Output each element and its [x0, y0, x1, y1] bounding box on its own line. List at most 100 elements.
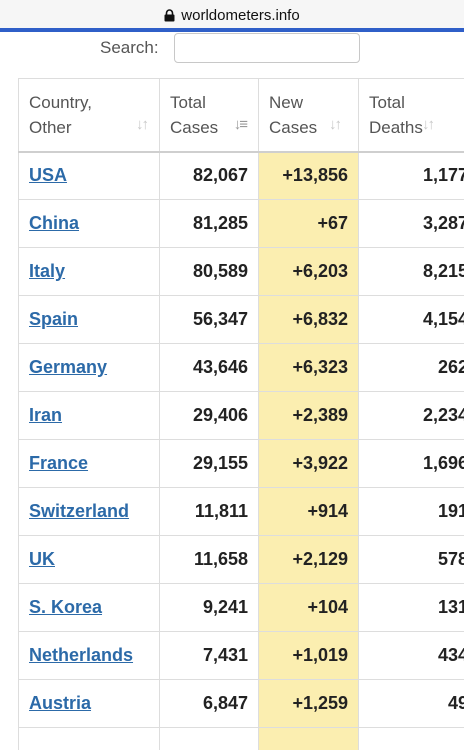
country-link[interactable]: Netherlands: [29, 645, 134, 665]
total-deaths-cell: 578: [358, 535, 464, 584]
lock-icon: [164, 8, 175, 22]
country-cell: UK: [18, 535, 160, 584]
table-row: Spain 56,347 +6,832 4,154: [18, 295, 464, 344]
sort-arrows-icon[interactable]: ↓↑: [422, 115, 435, 133]
header-total-deaths-line1: Total: [369, 92, 405, 112]
new-cases-cell: +914: [258, 487, 359, 536]
header-total-cases-line1: Total: [170, 92, 206, 112]
total-deaths-cell: 1,696: [358, 439, 464, 488]
new-cases-cell: [258, 727, 359, 750]
table-row: Iran 29,406 +2,389 2,234: [18, 391, 464, 440]
total-deaths-cell: 262: [358, 343, 464, 392]
country-cell: USA: [18, 151, 160, 200]
table-row: Austria 6,847 +1,259 49: [18, 679, 464, 728]
total-cases-cell: 81,285: [159, 199, 259, 248]
table-row: UK 11,658 +2,129 578: [18, 535, 464, 584]
total-cases-cell: 11,658: [159, 535, 259, 584]
table-row: [18, 727, 464, 750]
table-row: Netherlands 7,431 +1,019 434: [18, 631, 464, 680]
total-deaths-cell: 2,234: [358, 391, 464, 440]
country-cell: [18, 727, 160, 750]
total-deaths-cell: 49: [358, 679, 464, 728]
total-deaths-cell: [358, 727, 464, 750]
country-link[interactable]: UK: [29, 549, 55, 569]
header-new-cases[interactable]: New Cases ↓↑: [258, 78, 359, 153]
total-cases-cell: 7,431: [159, 631, 259, 680]
new-cases-cell: +6,203: [258, 247, 359, 296]
header-new-cases-line2: Cases: [269, 117, 318, 137]
new-cases-cell: +13,856: [258, 151, 359, 200]
new-cases-cell: +1,019: [258, 631, 359, 680]
browser-url-bar[interactable]: worldometers.info: [0, 0, 464, 30]
sort-descending-icon[interactable]: ↓≡: [233, 115, 248, 133]
country-link[interactable]: Iran: [29, 405, 63, 425]
country-cell: Iran: [18, 391, 160, 440]
total-deaths-cell: 8,215: [358, 247, 464, 296]
new-cases-cell: +2,389: [258, 391, 359, 440]
total-cases-cell: 11,811: [159, 487, 259, 536]
table-row: China 81,285 +67 3,287: [18, 199, 464, 248]
table-row: S. Korea 9,241 +104 131: [18, 583, 464, 632]
total-cases-cell: [159, 727, 259, 750]
header-total-cases[interactable]: Total Cases ↓≡: [159, 78, 259, 153]
header-total-deaths-line2: Deaths: [369, 117, 423, 137]
search-input[interactable]: [174, 33, 360, 63]
new-cases-cell: +1,259: [258, 679, 359, 728]
new-cases-cell: +6,323: [258, 343, 359, 392]
total-deaths-cell: 131: [358, 583, 464, 632]
country-cell: Netherlands: [18, 631, 160, 680]
total-cases-cell: 29,406: [159, 391, 259, 440]
country-link[interactable]: Spain: [29, 309, 79, 329]
new-cases-cell: +67: [258, 199, 359, 248]
country-cell: Spain: [18, 295, 160, 344]
total-deaths-cell: 191: [358, 487, 464, 536]
table-row: USA 82,067 +13,856 1,177: [18, 151, 464, 200]
page-accent-line: [0, 28, 464, 32]
country-link[interactable]: USA: [29, 165, 68, 186]
country-cell: China: [18, 199, 160, 248]
total-cases-cell: 43,646: [159, 343, 259, 392]
header-country-line1: Country,: [29, 92, 92, 112]
total-deaths-cell: 4,154: [358, 295, 464, 344]
table-header-row: Country, Other ↓↑ Total Cases ↓≡ New Cases …: [18, 78, 464, 153]
country-cell: France: [18, 439, 160, 488]
total-cases-cell: 6,847: [159, 679, 259, 728]
header-total-cases-line2: Cases: [170, 117, 219, 137]
country-cell: Germany: [18, 343, 160, 392]
header-new-cases-line1: New: [269, 92, 304, 112]
country-cell: Switzerland: [18, 487, 160, 536]
search-label: Search:: [100, 38, 159, 57]
country-link[interactable]: France: [29, 453, 89, 473]
header-country[interactable]: Country, Other ↓↑: [18, 78, 160, 153]
total-cases-cell: 9,241: [159, 583, 259, 632]
country-link[interactable]: Austria: [29, 693, 92, 713]
table-row: France 29,155 +3,922 1,696: [18, 439, 464, 488]
header-total-deaths[interactable]: Total Deaths ↓↑: [358, 78, 464, 153]
country-link[interactable]: Switzerland: [29, 501, 130, 521]
country-cell: S. Korea: [18, 583, 160, 632]
sort-arrows-icon[interactable]: ↓↑: [329, 115, 342, 133]
new-cases-cell: +104: [258, 583, 359, 632]
country-link[interactable]: China: [29, 213, 80, 233]
new-cases-cell: +3,922: [258, 439, 359, 488]
table-row: Switzerland 11,811 +914 191: [18, 487, 464, 536]
table-row: Italy 80,589 +6,203 8,215: [18, 247, 464, 296]
country-link[interactable]: Italy: [29, 261, 66, 281]
total-deaths-cell: 434: [358, 631, 464, 680]
total-deaths-cell: 3,287: [358, 199, 464, 248]
total-cases-cell: 80,589: [159, 247, 259, 296]
total-deaths-cell: 1,177: [358, 151, 464, 200]
covid-table-container: Country, Other ↓↑ Total Cases ↓≡ New Cases …: [18, 78, 464, 750]
covid-cases-table: Country, Other ↓↑ Total Cases ↓≡ New Cases …: [18, 78, 464, 750]
search-row: Search:: [0, 32, 464, 72]
country-link[interactable]: Germany: [29, 357, 108, 377]
country-cell: Italy: [18, 247, 160, 296]
new-cases-cell: +2,129: [258, 535, 359, 584]
header-country-line2: Other: [29, 117, 72, 137]
country-link[interactable]: S. Korea: [29, 597, 103, 617]
total-cases-cell: 29,155: [159, 439, 259, 488]
sort-arrows-icon[interactable]: ↓↑: [136, 115, 149, 133]
new-cases-cell: +6,832: [258, 295, 359, 344]
total-cases-cell: 56,347: [159, 295, 259, 344]
url-domain: worldometers.info: [181, 6, 300, 24]
